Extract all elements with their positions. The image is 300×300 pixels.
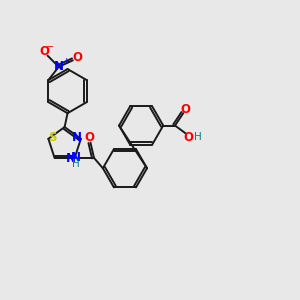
Text: H: H [73,159,80,169]
Text: −: − [46,42,54,52]
Text: O: O [72,52,82,64]
Text: N: N [54,60,64,73]
Text: H: H [194,132,201,142]
Text: N: N [65,152,76,165]
Text: N: N [71,152,81,164]
Text: O: O [84,131,94,144]
Text: O: O [180,103,190,116]
Text: +: + [62,57,69,66]
Text: O: O [39,45,49,58]
Text: O: O [184,131,194,144]
Text: S: S [48,131,57,144]
Text: N: N [72,131,82,144]
